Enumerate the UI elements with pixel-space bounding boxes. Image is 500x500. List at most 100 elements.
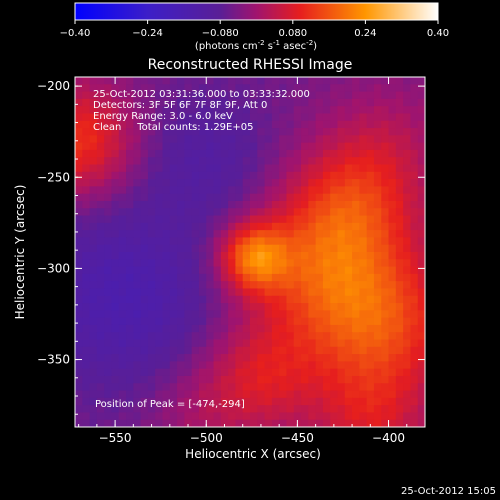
heatmap-cell xyxy=(250,310,258,319)
heatmap-cell xyxy=(344,84,353,93)
heatmap-cell xyxy=(373,106,382,115)
heatmap-cell xyxy=(388,98,397,107)
heatmap-cell xyxy=(352,368,360,377)
heatmap-cell xyxy=(111,346,120,355)
heatmap-cell xyxy=(373,288,382,297)
heatmap-cell xyxy=(315,346,324,355)
heatmap-cell xyxy=(395,193,404,202)
heatmap-cell xyxy=(82,142,91,151)
heatmap-cell xyxy=(410,390,419,399)
heatmap-cell xyxy=(147,230,156,239)
heatmap-cell xyxy=(184,317,193,326)
heatmap-cell xyxy=(388,149,397,158)
heatmap-cell xyxy=(213,171,222,180)
heatmap-cell xyxy=(366,368,375,377)
heatmap-cell xyxy=(301,128,309,136)
heatmap-cell xyxy=(104,84,113,93)
heatmap-cell xyxy=(177,215,185,224)
heatmap-cell xyxy=(191,324,200,333)
heatmap-cell xyxy=(381,273,390,282)
heatmap-cell xyxy=(293,310,302,319)
heatmap-cell xyxy=(403,383,412,392)
heatmap-cell xyxy=(352,142,360,151)
heatmap-cell xyxy=(359,390,368,399)
heatmap-cell xyxy=(293,164,302,173)
heatmap-cell xyxy=(337,288,346,297)
heatmap-cell xyxy=(213,164,222,173)
heatmap-cell xyxy=(133,91,142,100)
heatmap-cell xyxy=(140,200,149,209)
annotation-time-range: 25-Oct-2012 03:31:36.000 to 03:33:32.000 xyxy=(93,89,310,100)
heatmap-cell xyxy=(337,295,346,304)
heatmap-cell xyxy=(250,288,258,297)
heatmap-cell xyxy=(322,149,331,158)
heatmap-cell xyxy=(118,412,127,421)
heatmap-cell xyxy=(410,171,419,180)
heatmap-cell xyxy=(118,237,127,246)
heatmap-cell xyxy=(381,230,390,239)
heatmap-cell xyxy=(264,310,273,319)
heatmap-cell xyxy=(279,273,288,282)
heatmap-cell xyxy=(301,368,309,377)
heatmap-cell xyxy=(315,149,324,158)
heatmap-cell xyxy=(82,157,91,166)
heatmap-cell xyxy=(198,179,207,187)
heatmap-cell xyxy=(118,215,127,224)
heatmap-cell xyxy=(133,230,142,239)
heatmap-cell xyxy=(133,128,142,136)
heatmap-cell xyxy=(315,259,324,268)
heatmap-cell xyxy=(126,375,134,384)
heatmap-cell xyxy=(279,281,288,290)
heatmap-cell xyxy=(155,383,164,392)
heatmap-cell xyxy=(140,252,149,260)
heatmap-cell xyxy=(264,237,273,246)
heatmap-cell xyxy=(104,244,113,253)
heatmap-cell xyxy=(169,135,178,144)
heatmap-cell xyxy=(250,317,258,326)
heatmap-cell xyxy=(373,237,382,246)
heatmap-cell xyxy=(169,157,178,166)
heatmap-cell xyxy=(388,200,397,209)
heatmap-cell xyxy=(96,149,105,158)
heatmap-cell xyxy=(213,368,222,377)
heatmap-cell xyxy=(75,368,83,377)
heatmap-cell xyxy=(133,324,142,333)
heatmap-cell xyxy=(206,237,215,246)
heatmap-cell xyxy=(111,383,120,392)
heatmap-cell xyxy=(140,142,149,151)
heatmap-cell xyxy=(228,354,237,362)
heatmap-cell xyxy=(293,135,302,144)
heatmap-cell xyxy=(89,222,98,231)
heatmap-cell xyxy=(104,164,113,173)
heatmap-cell xyxy=(417,332,425,341)
heatmap-cell xyxy=(315,310,324,319)
heatmap-cell xyxy=(381,259,390,268)
heatmap-cell xyxy=(301,295,309,304)
heatmap-cell xyxy=(184,405,193,414)
heatmap-cell xyxy=(147,383,156,392)
heatmap-cell xyxy=(155,244,164,253)
heatmap-cell xyxy=(147,179,156,187)
heatmap-cell xyxy=(286,128,295,136)
heatmap-cell xyxy=(147,332,156,341)
heatmap-cell xyxy=(403,149,412,158)
heatmap-cell xyxy=(96,412,105,421)
heatmap-cell xyxy=(89,128,98,136)
heatmap-cell xyxy=(177,157,185,166)
heatmap-cell xyxy=(82,281,91,290)
heatmap-cell xyxy=(206,390,215,399)
heatmap-cell xyxy=(315,390,324,399)
heatmap-cell xyxy=(177,368,185,377)
heatmap-cell xyxy=(140,215,149,224)
heatmap-cell xyxy=(417,295,425,304)
heatmap-cell xyxy=(264,332,273,341)
heatmap-cell xyxy=(286,244,295,253)
heatmap-cell xyxy=(198,354,207,362)
heatmap-cell xyxy=(198,215,207,224)
heatmap-cell xyxy=(206,266,215,275)
heatmap-cell xyxy=(279,412,288,421)
heatmap-cell xyxy=(388,113,397,122)
heatmap-cell xyxy=(271,244,280,253)
heatmap-cell xyxy=(177,84,185,93)
heatmap-cell xyxy=(169,171,178,180)
